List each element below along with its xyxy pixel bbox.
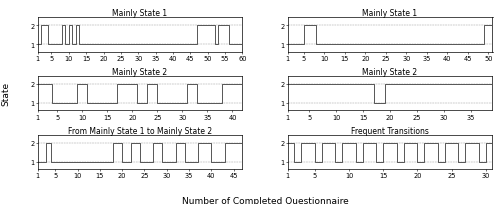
Title: Mainly State 2: Mainly State 2 (112, 68, 168, 77)
Title: From Mainly State 1 to Mainly State 2: From Mainly State 1 to Mainly State 2 (68, 126, 212, 135)
Text: Number of Completed Questionnaire: Number of Completed Questionnaire (182, 196, 348, 204)
Title: Mainly State 1: Mainly State 1 (112, 9, 168, 18)
Title: Frequent Transitions: Frequent Transitions (351, 126, 429, 135)
Text: State: State (2, 82, 11, 106)
Title: Mainly State 2: Mainly State 2 (362, 68, 418, 77)
Title: Mainly State 1: Mainly State 1 (362, 9, 418, 18)
